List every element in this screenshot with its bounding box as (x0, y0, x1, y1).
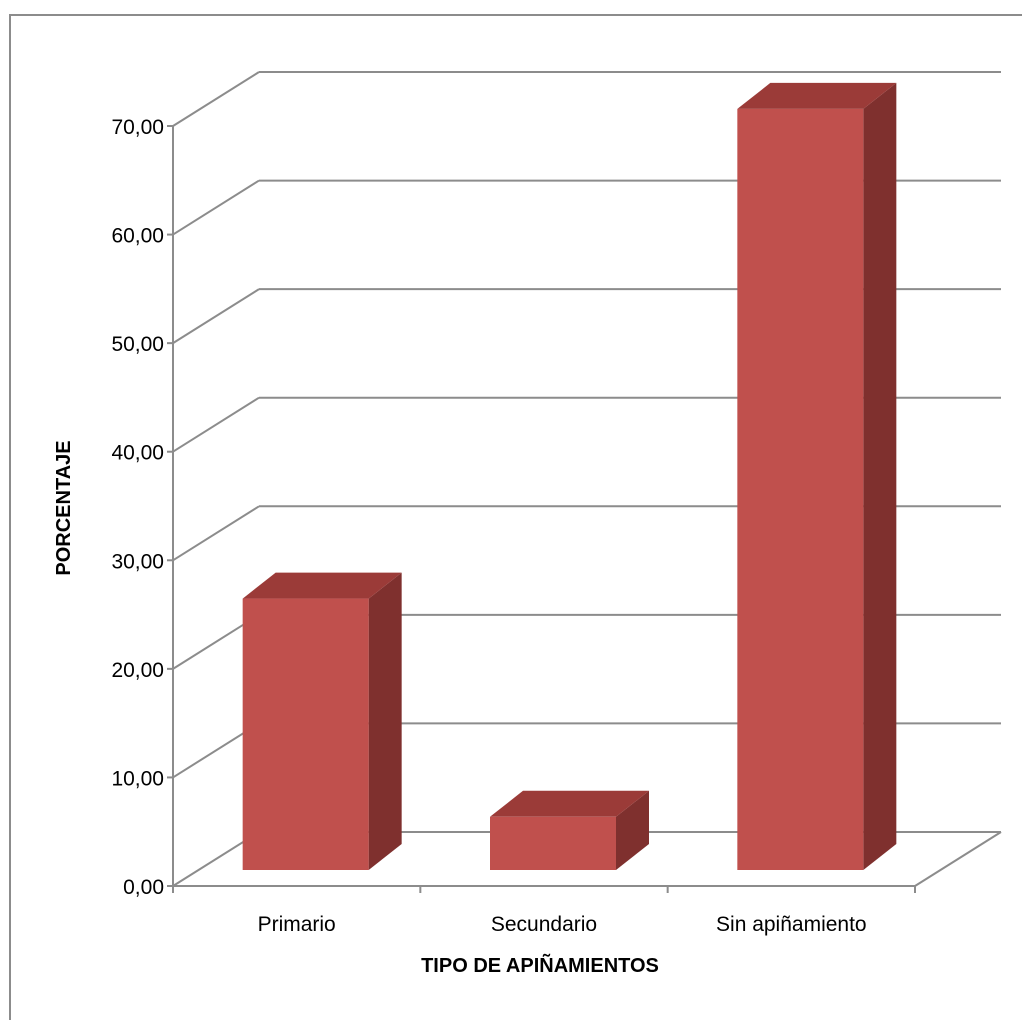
x-tick-labels: Primario Secundario Sin apiñamiento (258, 913, 867, 936)
bar-front (242, 598, 369, 870)
y-tick-label: 70,00 (111, 116, 164, 139)
gridline-diagonal (172, 396, 260, 453)
bar-front (490, 816, 616, 870)
bar (242, 572, 402, 870)
gridline-diagonal (172, 505, 260, 562)
chart-frame (9, 14, 1022, 1020)
x-tick-label: Sin apiñamiento (716, 913, 867, 936)
bar-side (616, 790, 649, 870)
y-tick-label: 30,00 (111, 550, 164, 573)
x-axis-title: TIPO DE APIÑAMIENTOS (421, 954, 659, 977)
y-tick-label: 60,00 (111, 225, 164, 248)
y-tick-labels: 0,00 10,00 20,00 30,00 40,00 50,00 60,00 70,00 (111, 116, 164, 899)
gridline-diagonal (172, 288, 260, 344)
floor-right-edge (914, 831, 1002, 887)
y-tick-label: 50,00 (111, 333, 164, 356)
bar-top (737, 82, 897, 109)
y-tick-label: 0,00 (123, 876, 164, 899)
bars (242, 82, 897, 870)
y-tick-label: 40,00 (111, 442, 164, 465)
x-tick-label: Primario (258, 913, 336, 936)
bar-side (368, 572, 402, 870)
gridline-diagonal (172, 179, 260, 236)
y-axis-title: PORCENTAJE (53, 440, 75, 575)
y-tick-label: 10,00 (111, 767, 164, 790)
bar-front (737, 108, 864, 870)
y-tick-label: 20,00 (111, 659, 164, 682)
bar-side (863, 82, 897, 870)
gridline-diagonal (172, 71, 260, 127)
bar-top (490, 790, 649, 817)
bar (737, 82, 897, 870)
bar-top (242, 572, 402, 599)
x-tick-label: Secundario (491, 913, 597, 936)
bar (490, 790, 649, 870)
